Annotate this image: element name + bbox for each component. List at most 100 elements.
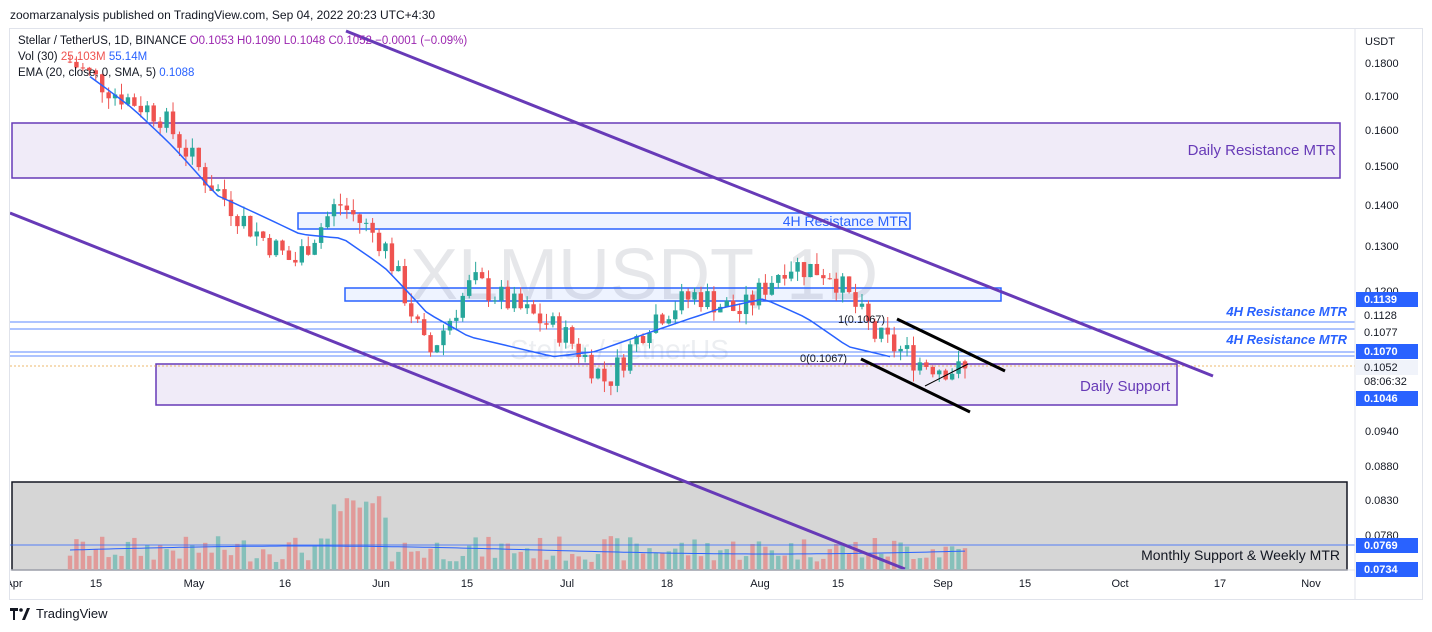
volume-bar [911,559,916,570]
volume-bar [338,511,343,570]
daily-resistance-zone[interactable] [11,122,1341,179]
volume-bar [447,561,453,570]
candle-body [891,334,897,352]
candle-body [99,74,105,93]
candle-body [834,278,839,293]
candle-body [145,105,150,113]
volume-bar [260,549,266,570]
volume-bar [132,537,137,570]
volume-bar [943,546,948,570]
candle-body [911,345,916,371]
candle-body [718,306,723,313]
candle-body [531,304,536,314]
daily-resistance-label: Daily Resistance MTR [1188,142,1337,159]
candle-body [473,272,478,281]
h4-resistance-zone-upper[interactable] [297,212,911,230]
volume-bar [383,517,388,570]
candle-body [383,243,388,252]
candle-body [402,266,408,304]
candle-body [273,240,279,256]
volume-bar [891,540,897,570]
volume-bar [834,543,839,570]
candle-body [428,335,433,353]
candle-body [898,348,903,352]
volume-bar [325,538,330,570]
countdown-timer: 08:06:32 [1364,376,1407,388]
candle-body [750,294,755,306]
daily-support-zone[interactable] [155,363,1178,406]
volume-bar [164,549,169,570]
candle-body [157,121,163,128]
wedge-upper-line[interactable] [896,317,1006,373]
volume-bar [705,543,710,570]
volume-bar [106,557,111,570]
volume-bar [576,556,581,570]
volume-bar [357,507,362,570]
footer-brand: TradingView [36,606,108,621]
price-tag: 0.1046 [1364,393,1398,405]
chart-frame[interactable]: Stellar / TetherUS, 1D, BINANCE O0.1053 … [9,28,1423,600]
candle-body [879,327,884,339]
volume-bar [550,555,556,570]
candle-body [512,293,517,309]
candle-body [660,314,665,324]
legend-ema-label: EMA (20, close, 0, SMA, 5) [18,67,157,79]
candle-body [840,276,845,293]
ema-line [89,75,891,358]
volume-bar [460,555,465,570]
volume-bar [743,556,749,570]
h4-resistance-zone-lower[interactable] [344,287,1002,302]
volume-bar [235,543,240,570]
volume-bar [486,536,491,570]
legend-symbol: Stellar / TetherUS, 1D, BINANCE [18,35,187,47]
candle-body [228,199,234,217]
candle-body [537,313,543,324]
price-tag: 0.1070 [1364,346,1398,358]
volume-bar [67,555,73,570]
price-chart-svg[interactable]: XLMUSDT, 1D Stellar / TetherUS Monthly S… [10,29,1422,599]
legend-ema-row[interactable]: EMA (20, close, 0, SMA, 5) 0.1088 [18,65,467,81]
candle-body [653,314,659,333]
price-tick: 0.0880 [1365,461,1399,473]
channel-upper-line[interactable] [345,29,1214,378]
candle-body [563,327,568,343]
candle-body [776,274,781,283]
time-tick: Apr [10,578,23,590]
price-tag: 0.0734 [1364,564,1399,576]
tradingview-logo-icon [10,607,30,620]
time-tick: 16 [279,578,291,590]
volume-bar [917,558,923,570]
legend-ohlc: O0.1053 H0.1090 L0.1048 C0.1052 −0.0001 … [189,35,468,47]
candle-body [724,300,729,307]
volume-bar [924,557,929,570]
legend-volume-row[interactable]: Vol (30) 25.103M 55.14M [18,49,467,65]
volume-bar [570,553,575,570]
candle-body [782,274,787,279]
candle-body [196,147,201,168]
candle-body [389,243,395,272]
candle-body [769,282,775,295]
volume-bar [621,560,626,570]
channel-lower-line[interactable] [10,211,906,571]
volume-bar [441,559,446,570]
volume-bar [299,552,304,570]
candle-body [827,278,832,280]
wedge-lower-line[interactable] [860,357,971,414]
candle-body [286,250,292,260]
candle-body [306,246,311,255]
volume-bar [93,549,98,570]
legend-symbol-row[interactable]: Stellar / TetherUS, 1D, BINANCE O0.1053 … [18,33,467,49]
price-tag-bg [1356,538,1418,553]
volume-bar [692,539,697,570]
candle-body [492,300,498,302]
volume-bar [814,561,820,570]
candle-body [795,262,800,272]
volume-bar [396,551,401,570]
volume-bar [776,555,781,570]
price-tick: 0.1400 [1365,200,1399,212]
wedge-inner-line [924,363,969,387]
volume-bar [827,549,832,570]
candle-body [692,292,697,300]
candle-body [434,345,440,353]
candle-body [164,111,169,128]
